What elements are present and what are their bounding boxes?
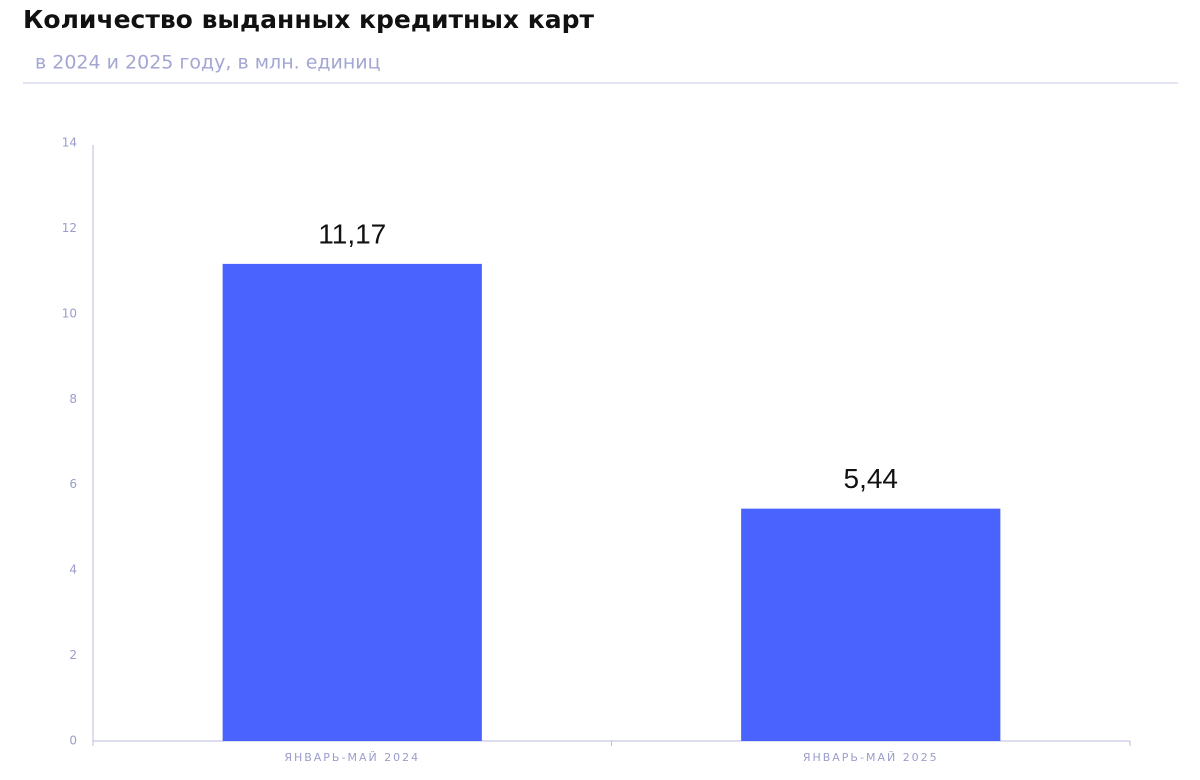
y-tick-label: 12 [62, 221, 77, 235]
bar [222, 263, 482, 741]
y-tick-label: 2 [69, 648, 77, 662]
y-tick-label: 8 [69, 392, 77, 406]
bar [741, 508, 1001, 741]
x-tick-label: ЯНВАРЬ-МАЙ 2024 [284, 751, 420, 764]
y-tick-label: 14 [62, 136, 77, 150]
y-tick-label: 4 [69, 563, 77, 577]
y-tick-label: 10 [62, 306, 77, 320]
x-tick-label: ЯНВАРЬ-МАЙ 2025 [803, 751, 939, 764]
y-tick-label: 6 [69, 477, 77, 491]
y-tick-label: 0 [69, 734, 77, 748]
value-label: 5,44 [844, 463, 899, 494]
value-label: 11,17 [318, 218, 386, 249]
chart-title: Количество выданных кредитных карт [23, 5, 594, 34]
chart-subtitle: в 2024 и 2025 году, в млн. единиц [35, 52, 381, 74]
